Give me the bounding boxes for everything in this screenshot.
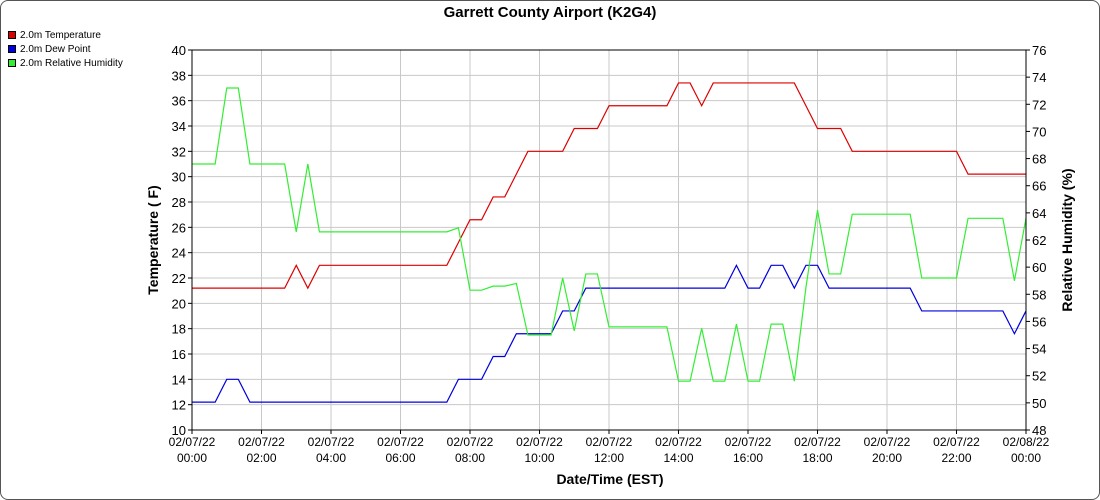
legend-swatch-relative-humidity (8, 59, 16, 67)
x-tick-label-time: 06:00 (385, 451, 415, 465)
y-tick-label-left: 24 (172, 246, 186, 261)
series-layer (192, 82, 1027, 403)
x-tick-label-date: 02/07/22 (586, 435, 633, 449)
y-tick-label-left: 12 (172, 398, 186, 413)
legend-item-relative-humidity: 2.0m Relative Humidity (8, 56, 123, 70)
y-tick-label-left: 30 (172, 170, 186, 185)
x-tick-label-date: 02/07/22 (169, 435, 216, 449)
y-tick-label-left: 16 (172, 347, 186, 362)
y-tick-label-left: 18 (172, 322, 186, 337)
x-tick-label-time: 12:00 (594, 451, 624, 465)
x-tick-label-date: 02/07/22 (377, 435, 424, 449)
x-tick-label-time: 20:00 (872, 451, 902, 465)
x-tick-label-time: 16:00 (733, 451, 763, 465)
y-tick-label-left: 28 (172, 195, 186, 210)
y-tick-label-right: 70 (1032, 124, 1046, 139)
y-tick-label-left: 14 (172, 372, 186, 387)
y-tick-label-left: 10 (172, 423, 186, 438)
y-tick-label-left: 40 (172, 43, 186, 58)
x-tick-label-time: 22:00 (941, 451, 971, 465)
x-tick-label-date: 02/07/22 (725, 435, 772, 449)
y-tick-label-right: 64 (1032, 206, 1046, 221)
x-tick-label-time: 18:00 (802, 451, 832, 465)
y-tick-label-left: 20 (172, 296, 186, 311)
x-tick-label-date: 02/08/22 (1003, 435, 1050, 449)
legend-item-dew-point: 2.0m Dew Point (8, 42, 123, 56)
chart-title: Garrett County Airport (K2G4) (443, 4, 657, 21)
series-line-2-0m-temperature (192, 82, 1026, 290)
x-tick-label-date: 02/07/22 (308, 435, 355, 449)
x-tick-label-time: 02:00 (246, 451, 276, 465)
x-tick-label-date: 02/07/22 (655, 435, 702, 449)
x-tick-label-date: 02/07/22 (864, 435, 911, 449)
y-tick-label-left: 34 (172, 119, 186, 134)
legend-swatch-temperature (8, 31, 16, 39)
x-tick-label-time: 08:00 (455, 451, 485, 465)
x-tick-label-time: 14:00 (663, 451, 693, 465)
y-tick-label-right: 48 (1032, 423, 1046, 438)
chart-legend: 2.0m Temperature 2.0m Dew Point 2.0m Rel… (8, 28, 123, 70)
series-line-2-0m-dew-point (192, 264, 1027, 403)
y-axis-title-right: Relative Humidity (%) (1059, 168, 1075, 311)
x-tick-label-date: 02/07/22 (794, 435, 841, 449)
y-axis-title-left: Temperature ( F) (145, 185, 161, 294)
y-tick-label-right: 56 (1032, 314, 1046, 329)
x-tick-label-date: 02/07/22 (238, 435, 285, 449)
y-tick-label-right: 58 (1032, 287, 1046, 302)
x-tick-label-time: 04:00 (316, 451, 346, 465)
x-axis-title: Date/Time (EST) (556, 471, 663, 487)
legend-label-temperature: 2.0m Temperature (20, 29, 101, 41)
y-tick-label-right: 72 (1032, 97, 1046, 112)
axis-layer: 10 12 14 16 18 20 22 24 26 28 30 32 34 36 38 40 48 50 52 54… (169, 43, 1050, 465)
y-tick-label-left: 36 (172, 94, 186, 109)
y-tick-label-left: 38 (172, 68, 186, 83)
y-tick-label-left: 22 (172, 271, 186, 286)
x-tick-label-time: 00:00 (177, 451, 207, 465)
y-tick-label-right: 76 (1032, 43, 1046, 58)
x-tick-label-time: 00:00 (1011, 451, 1041, 465)
y-tick-label-right: 60 (1032, 260, 1046, 275)
y-tick-label-left: 32 (172, 144, 186, 159)
y-tick-label-right: 50 (1032, 396, 1046, 411)
y-tick-label-right: 66 (1032, 179, 1046, 194)
x-tick-label-date: 02/07/22 (933, 435, 980, 449)
legend-label-relative-humidity: 2.0m Relative Humidity (20, 57, 123, 69)
y-tick-label-right: 54 (1032, 342, 1046, 357)
x-tick-label-date: 02/07/22 (447, 435, 494, 449)
legend-swatch-dew-point (8, 45, 16, 53)
x-tick-label-time: 10:00 (524, 451, 554, 465)
y-tick-label-right: 74 (1032, 70, 1046, 85)
y-tick-label-right: 68 (1032, 152, 1046, 167)
y-tick-label-right: 52 (1032, 369, 1046, 384)
y-tick-label-left: 26 (172, 220, 186, 235)
series-line-2-0m-relative-humidity (192, 87, 1027, 382)
x-tick-label-date: 02/07/22 (516, 435, 563, 449)
legend-label-dew-point: 2.0m Dew Point (20, 43, 91, 55)
y-tick-label-right: 62 (1032, 233, 1046, 248)
legend-item-temperature: 2.0m Temperature (8, 28, 123, 42)
